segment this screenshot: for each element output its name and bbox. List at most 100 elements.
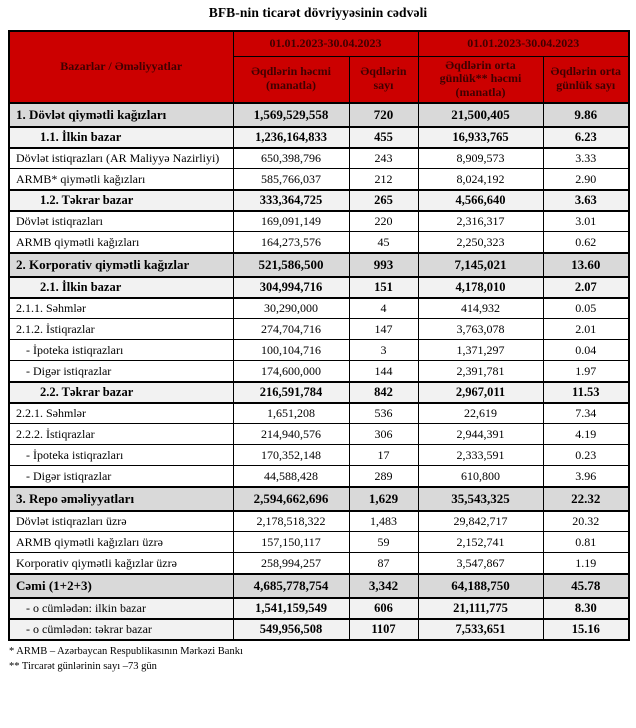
row-count: 144 (348, 360, 419, 383)
table-row: 2.2.1. Səhmlər 1,651,208 536 22,619 7.34 (8, 402, 630, 425)
row-count: 842 (348, 380, 419, 404)
table-body: 1. Dövlət qiymətli kağızları 1,569,529,5… (8, 101, 630, 641)
row-avg-count: 8.30 (542, 596, 630, 620)
row-label: - İpoteka istiqrazları (8, 339, 234, 362)
row-volume: 585,766,037 (232, 168, 350, 191)
row-volume: 274,704,716 (232, 318, 350, 341)
row-avg-count: 2.07 (542, 275, 630, 299)
page-title: BFB-nin ticarət dövriyyəsinin cədvəli (208, 5, 428, 20)
row-avg-volume: 2,391,781 (417, 360, 544, 383)
row-count: 212 (348, 168, 419, 191)
row-label: - İpoteka istiqrazları (8, 444, 234, 467)
row-avg-count: 1.19 (542, 552, 630, 575)
header-period-2: 01.01.2023-30.04.2023 (417, 30, 630, 57)
row-count: 306 (348, 423, 419, 446)
row-avg-count: 6.23 (542, 125, 630, 149)
row-volume: 100,104,716 (232, 339, 350, 362)
row-volume: 650,398,796 (232, 147, 350, 170)
row-label: 3. Repo əməliyyatları (8, 485, 234, 512)
row-avg-volume: 2,967,011 (417, 380, 544, 404)
row-label: - Digər istiqrazlar (8, 465, 234, 488)
row-avg-volume: 35,543,325 (417, 485, 544, 512)
row-avg-volume: 21,500,405 (417, 101, 544, 128)
row-label: Dövlət istiqrazları (8, 210, 234, 233)
table-row: 2.1.2. İstiqrazlar 274,704,716 147 3,763… (8, 318, 630, 341)
row-avg-volume: 2,944,391 (417, 423, 544, 446)
footnote-trading-days: ** Tircarət günlərinin sayı –73 gün (9, 660, 157, 672)
row-avg-count: 2.01 (542, 318, 630, 341)
row-count: 243 (348, 147, 419, 170)
row-volume: 333,364,725 (232, 188, 350, 212)
row-avg-volume: 16,933,765 (417, 125, 544, 149)
row-avg-volume: 4,178,010 (417, 275, 544, 299)
row-volume: 4,685,778,754 (232, 572, 350, 599)
row-count: 220 (348, 210, 419, 233)
turnover-table: Bazarlar / Əməliyyatlar 01.01.2023-30.04… (8, 30, 630, 641)
row-label: ARMB* qiymətli kağızları (8, 168, 234, 191)
row-avg-count: 22.32 (542, 485, 630, 512)
row-volume: 44,588,428 (232, 465, 350, 488)
row-avg-count: 0.04 (542, 339, 630, 362)
row-count: 3 (348, 339, 419, 362)
table-row: - Digər istiqrazlar 174,600,000 144 2,39… (8, 360, 630, 383)
row-avg-volume: 7,145,021 (417, 251, 544, 278)
row-volume: 304,994,716 (232, 275, 350, 299)
row-count: 1,629 (348, 485, 419, 512)
row-avg-volume: 2,316,317 (417, 210, 544, 233)
row-volume: 1,651,208 (232, 402, 350, 425)
row-volume: 174,600,000 (232, 360, 350, 383)
row-label: Dövlət istiqrazları üzrə (8, 510, 234, 533)
row-label: 2.1.1. Səhmlər (8, 297, 234, 320)
header-period-row: Bazarlar / Əməliyyatlar 01.01.2023-30.04… (8, 30, 630, 104)
row-avg-volume: 4,566,640 (417, 188, 544, 212)
table-row: 2.2. Təkrar bazar 216,591,784 842 2,967,… (8, 380, 630, 404)
row-volume: 170,352,148 (232, 444, 350, 467)
row-label: Cəmi (1+2+3) (8, 572, 234, 599)
table-row: Dövlət istiqrazları 169,091,149 220 2,31… (8, 210, 630, 233)
footnotes: * ARMB – Azərbaycan Respublikasının Mərk… (9, 645, 636, 674)
row-avg-volume: 610,800 (417, 465, 544, 488)
header-period-1: 01.01.2023-30.04.2023 (232, 30, 419, 57)
row-avg-volume: 3,763,078 (417, 318, 544, 341)
row-avg-count: 4.19 (542, 423, 630, 446)
row-volume: 214,940,576 (232, 423, 350, 446)
table-row: 2.1. İlkin bazar 304,994,716 151 4,178,0… (8, 275, 630, 299)
header-count: Əqdlərin sayı (348, 55, 419, 104)
row-avg-count: 3.96 (542, 465, 630, 488)
row-count: 59 (348, 531, 419, 554)
header-markets: Bazarlar / Əməliyyatlar (8, 30, 234, 104)
row-avg-count: 45.78 (542, 572, 630, 599)
table-row: 2.1.1. Səhmlər 30,290,000 4 414,932 0.05 (8, 297, 630, 320)
row-count: 993 (348, 251, 419, 278)
row-avg-count: 20.32 (542, 510, 630, 533)
row-volume: 1,236,164,833 (232, 125, 350, 149)
table-row: - o cümlədən: ilkin bazar 1,541,159,549 … (8, 596, 630, 620)
row-label: ARMB qiymətli kağızları üzrə (8, 531, 234, 554)
row-label: Dövlət istiqrazları (AR Maliyyə Nazirliy… (8, 147, 234, 170)
row-volume: 216,591,784 (232, 380, 350, 404)
row-label: - Digər istiqrazlar (8, 360, 234, 383)
row-volume: 549,956,508 (232, 617, 350, 641)
row-count: 606 (348, 596, 419, 620)
row-count: 1107 (348, 617, 419, 641)
row-avg-volume: 64,188,750 (417, 572, 544, 599)
row-label: 2. Korporativ qiymətli kağızlar (8, 251, 234, 278)
row-count: 455 (348, 125, 419, 149)
row-avg-count: 9.86 (542, 101, 630, 128)
header-avg-volume: Əqdlərin orta günlük** həcmi (manatla) (417, 55, 544, 104)
row-count: 536 (348, 402, 419, 425)
header-avg-count: Əqdlərin orta günlük sayı (542, 55, 630, 104)
row-avg-count: 3.01 (542, 210, 630, 233)
row-avg-count: 15.16 (542, 617, 630, 641)
row-label: - o cümlədən: ilkin bazar (8, 596, 234, 620)
row-count: 4 (348, 297, 419, 320)
row-avg-count: 0.62 (542, 231, 630, 254)
table-row: 1. Dövlət qiymətli kağızları 1,569,529,5… (8, 101, 630, 128)
row-label: 1.2. Təkrar bazar (8, 188, 234, 212)
table-row: - İpoteka istiqrazları 170,352,148 17 2,… (8, 444, 630, 467)
table-row: Dövlət istiqrazları (AR Maliyyə Nazirliy… (8, 147, 630, 170)
row-avg-volume: 1,371,297 (417, 339, 544, 362)
table-row: 2.2.2. İstiqrazlar 214,940,576 306 2,944… (8, 423, 630, 446)
row-avg-volume: 29,842,717 (417, 510, 544, 533)
table-row: ARMB qiymətli kağızları üzrə 157,150,117… (8, 531, 630, 554)
